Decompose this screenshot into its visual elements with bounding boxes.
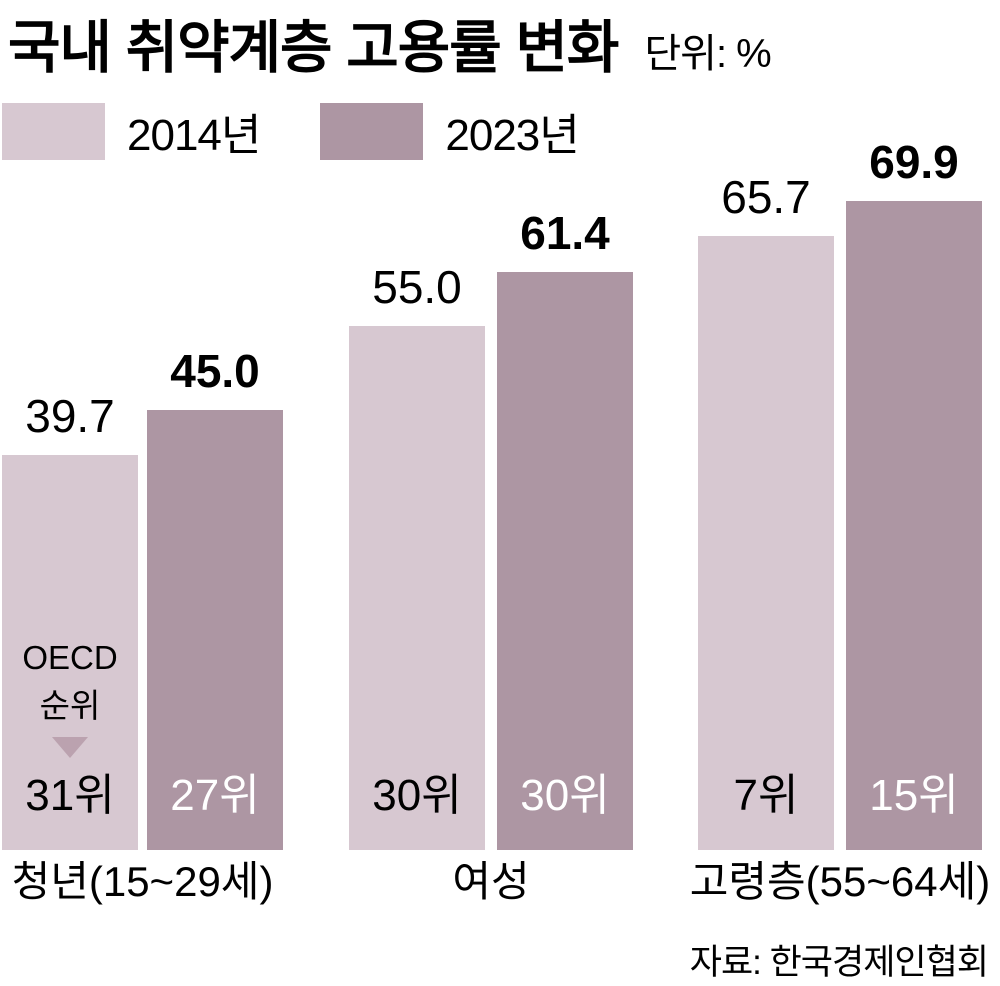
value-label-2014-women: 55.0 <box>372 261 462 313</box>
legend-label-2023: 2023년 <box>445 111 579 160</box>
legend-item-2023: 2023년 <box>320 99 580 163</box>
legend-label-2014: 2014년 <box>127 111 261 160</box>
oecd-annotation-line1: OECD <box>22 639 118 677</box>
source-credit: 자료: 한국경제인협회 <box>689 943 989 982</box>
legend-item-2014: 2014년 <box>2 99 261 163</box>
value-label-2014-elderly: 65.7 <box>721 171 811 223</box>
rank-label-2014-elderly: 7위 <box>733 771 799 820</box>
value-label-2014-youth: 39.7 <box>25 390 115 442</box>
oecd-rank-annotation: OECD 순위 <box>2 634 138 758</box>
bar-2014-women: 55.0 30위 <box>349 264 485 850</box>
rank-label-2023-youth: 27위 <box>170 771 260 820</box>
rank-label-2014-youth: 31위 <box>25 771 115 820</box>
value-label-2023-women: 61.4 <box>520 207 610 259</box>
bar-2023-youth: 45.0 27위 <box>147 348 283 850</box>
bar-2023-women: 61.4 30위 <box>497 210 633 850</box>
category-label-youth: 청년(15~29세) <box>11 858 274 905</box>
chart-header: 국내 취약계층 고용률 변화 단위: % <box>8 2 772 84</box>
bar-2014-youth: 39.7 OECD 순위 31위 <box>2 393 138 850</box>
legend-swatch-2014 <box>2 102 105 160</box>
legend-swatch-2023 <box>320 102 424 160</box>
category-label-women: 여성 <box>452 858 530 905</box>
value-label-2023-youth: 45.0 <box>170 345 260 397</box>
value-label-2023-elderly: 69.9 <box>869 136 959 188</box>
category-label-elderly: 고령층(55~64세) <box>689 858 991 905</box>
oecd-annotation-line2: 순위 <box>39 687 101 725</box>
rank-label-2023-elderly: 15위 <box>869 771 959 820</box>
down-arrow-icon <box>52 737 88 758</box>
rank-label-2014-women: 30위 <box>372 771 462 820</box>
bar-2014-elderly: 65.7 7위 <box>698 174 834 850</box>
legend: 2014년 2023년 <box>2 99 580 163</box>
page-title: 국내 취약계층 고용률 변화 <box>8 16 619 80</box>
unit-label: 단위: % <box>644 32 771 76</box>
rank-label-2023-women: 30위 <box>520 771 610 820</box>
bar-2023-elderly: 69.9 15위 <box>846 139 982 850</box>
